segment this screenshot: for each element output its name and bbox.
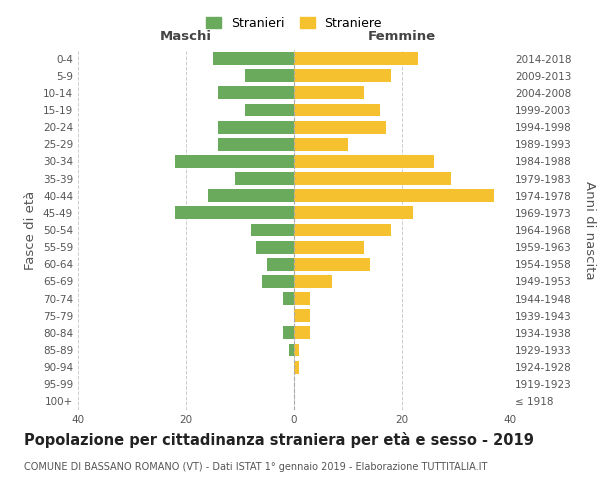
Bar (294, 292, 310, 305)
Text: Maschi: Maschi (160, 30, 212, 43)
Bar (175, 155, 294, 168)
Bar (294, 52, 418, 65)
Text: Popolazione per cittadinanza straniera per età e sesso - 2019: Popolazione per cittadinanza straniera p… (24, 432, 534, 448)
Bar (294, 86, 364, 100)
Bar (294, 240, 364, 254)
Bar (294, 120, 386, 134)
Text: COMUNE DI BASSANO ROMANO (VT) - Dati ISTAT 1° gennaio 2019 - Elaborazione TUTTIT: COMUNE DI BASSANO ROMANO (VT) - Dati IST… (24, 462, 487, 472)
Bar (294, 224, 391, 236)
Bar (245, 70, 294, 82)
Bar (235, 172, 294, 185)
Bar (294, 258, 370, 270)
Bar (175, 206, 294, 220)
Bar (256, 240, 294, 254)
Bar (294, 360, 299, 374)
Bar (251, 224, 294, 236)
Bar (213, 52, 294, 65)
Y-axis label: Anni di nascita: Anni di nascita (583, 180, 596, 280)
Bar (294, 344, 299, 356)
Bar (294, 70, 391, 82)
Bar (294, 104, 380, 117)
Bar (245, 104, 294, 117)
Bar (294, 326, 310, 340)
Bar (208, 190, 294, 202)
Bar (289, 344, 294, 356)
Bar (294, 172, 451, 185)
Bar (267, 258, 294, 270)
Bar (294, 310, 310, 322)
Bar (218, 120, 294, 134)
Bar (283, 292, 294, 305)
Bar (218, 138, 294, 150)
Bar (294, 155, 434, 168)
Bar (262, 275, 294, 288)
Bar (218, 86, 294, 100)
Text: Femmine: Femmine (368, 30, 436, 43)
Bar (283, 326, 294, 340)
Y-axis label: Fasce di età: Fasce di età (25, 190, 37, 270)
Bar (294, 190, 494, 202)
Bar (294, 138, 348, 150)
Bar (294, 275, 332, 288)
Legend: Stranieri, Straniere: Stranieri, Straniere (202, 13, 386, 34)
Bar (294, 206, 413, 220)
